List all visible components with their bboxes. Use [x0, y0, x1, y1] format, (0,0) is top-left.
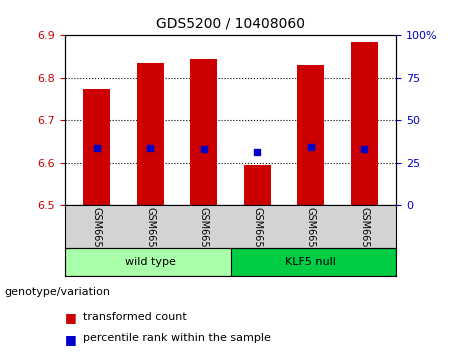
Text: GSM665446: GSM665446 — [252, 207, 262, 267]
Text: genotype/variation: genotype/variation — [5, 287, 111, 297]
Text: wild type: wild type — [125, 257, 176, 267]
Text: GSM665451: GSM665451 — [92, 207, 102, 267]
Text: ■: ■ — [65, 312, 76, 325]
Bar — [297, 65, 324, 205]
Title: GDS5200 / 10408060: GDS5200 / 10408060 — [156, 16, 305, 30]
Bar — [65, 248, 230, 276]
Bar — [244, 165, 271, 205]
Bar — [351, 42, 378, 205]
Bar — [137, 63, 164, 205]
Text: percentile rank within the sample: percentile rank within the sample — [83, 333, 271, 343]
Text: GSM665448: GSM665448 — [306, 207, 316, 267]
Text: GSM665449: GSM665449 — [359, 207, 369, 267]
Bar — [83, 88, 110, 205]
Text: GSM665454: GSM665454 — [199, 207, 209, 267]
Text: KLF5 null: KLF5 null — [285, 257, 336, 267]
Bar — [230, 248, 396, 276]
Text: ■: ■ — [65, 333, 76, 346]
Bar — [190, 59, 217, 205]
Text: transformed count: transformed count — [83, 312, 187, 321]
Text: GSM665453: GSM665453 — [145, 207, 155, 267]
